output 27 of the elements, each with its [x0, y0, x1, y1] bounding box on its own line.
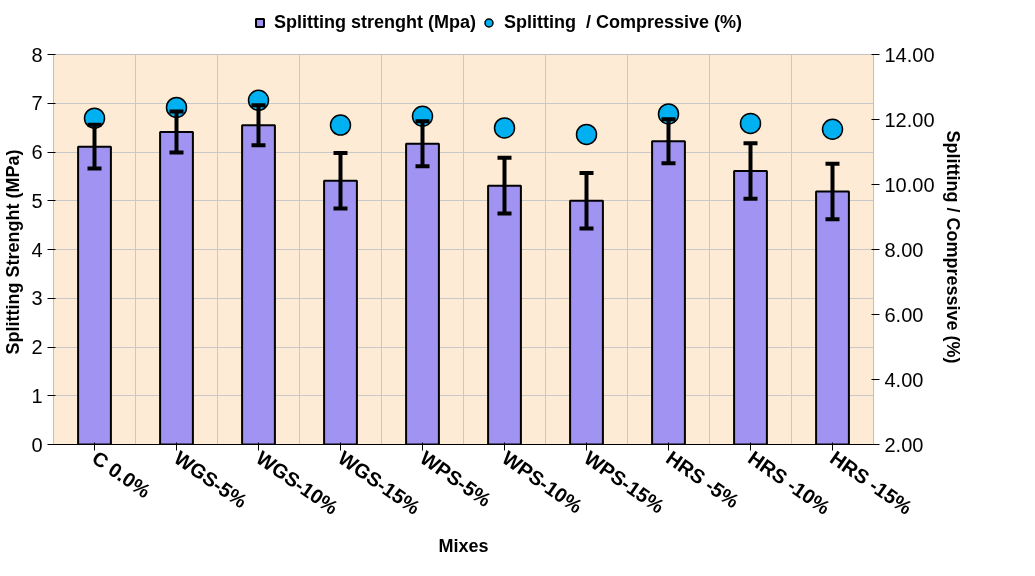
y2-tick-label: 2.00	[884, 433, 924, 456]
point	[329, 114, 352, 136]
point	[821, 118, 844, 140]
y-tick-label: 4	[31, 238, 43, 261]
y-tick-label: 5	[31, 189, 43, 212]
point	[739, 112, 762, 135]
x-tick-label: HRS -5%	[662, 446, 744, 513]
y2-tick-label: 12.00	[884, 108, 935, 131]
y2-tick-label: 10.00	[884, 173, 935, 196]
point	[493, 117, 516, 139]
y-tick-label: 1	[31, 384, 43, 407]
y2-tick-label: 6.00	[884, 303, 924, 326]
y-axis-title: Splitting Strenght (MPa)	[3, 149, 24, 355]
y-tick-label: 8	[31, 43, 43, 66]
y-tick-label: 0	[31, 433, 43, 456]
legend-label: Splitting strenght (Mpa)	[273, 11, 476, 33]
y-tick-label: 6	[31, 141, 43, 163]
y-tick-label: 2	[31, 336, 43, 358]
y2-axis-title: Splitting / Compressive (%)	[942, 130, 963, 364]
point	[575, 123, 598, 146]
x-axis-title: Mixes	[438, 535, 489, 556]
legend-label: Splitting / Compressive (%)	[503, 11, 743, 33]
y-tick-label: 3	[31, 287, 43, 310]
y2-tick-label: 4.00	[884, 368, 924, 391]
y2-tick-label: 8.00	[884, 238, 924, 261]
y2-tick-label: 14.00	[884, 43, 935, 66]
y-tick-label: 7	[31, 92, 43, 115]
